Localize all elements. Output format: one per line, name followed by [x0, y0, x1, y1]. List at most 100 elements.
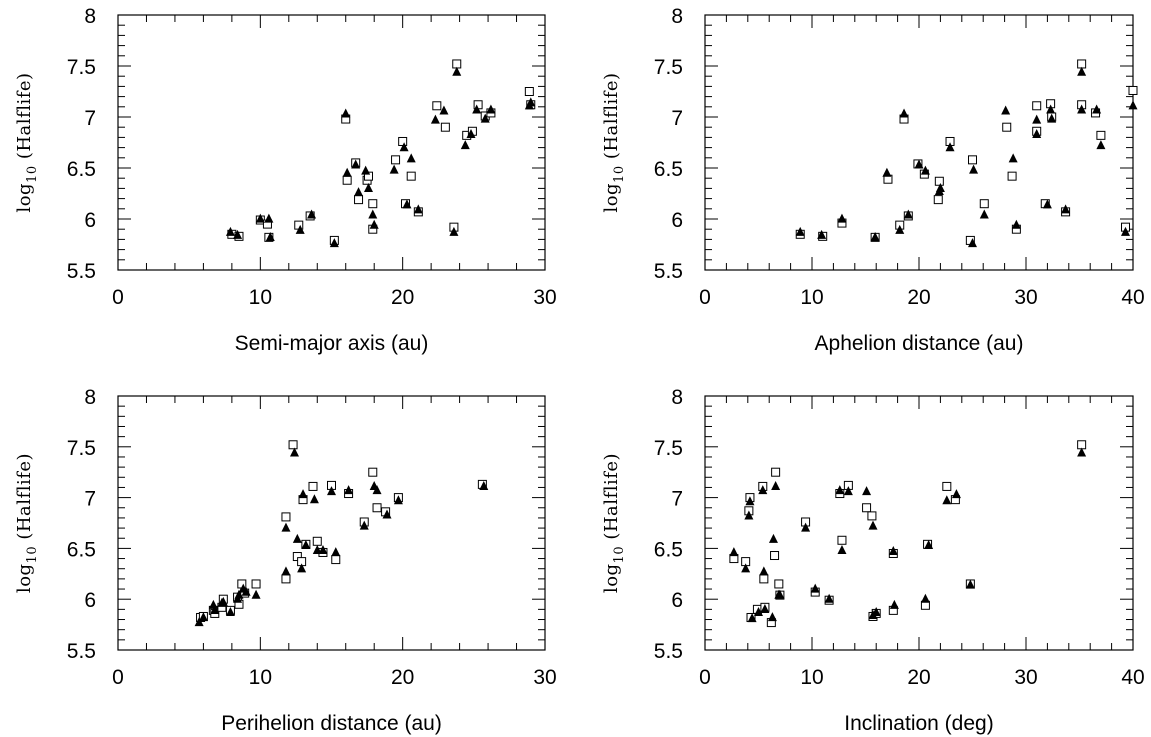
filled-triangle-point [888, 546, 898, 556]
y-tick-label: 7 [84, 488, 96, 511]
plot-frame [704, 14, 1134, 271]
filled-triangle-point [354, 187, 364, 197]
x-tick-label: 0 [699, 286, 711, 309]
filled-triangle-point [871, 607, 881, 617]
filled-triangle-point [801, 522, 811, 532]
open-square-point [933, 195, 943, 205]
open-square-point [281, 512, 291, 522]
panel-inclination: 0 10 20 30 40 5.5 6 6.5 7 7.5 8 Inclination (deg) lo… [601, 386, 1145, 735]
y-tick-label: 8 [84, 386, 96, 409]
y-axis-label-base: log [14, 183, 35, 213]
open-square-point [251, 579, 261, 589]
open-square-point [934, 176, 944, 186]
x-tick-label: 10 [800, 666, 823, 689]
filled-triangle-point [1121, 226, 1131, 236]
filled-triangle-point [1096, 140, 1106, 150]
filled-triangle-point [965, 579, 975, 589]
filled-triangle-point [810, 583, 820, 593]
y-axis-label-subscript: 10 [612, 546, 627, 564]
filled-triangle-point [309, 494, 319, 504]
filled-triangle-point [1032, 128, 1042, 138]
filled-triangle-point [449, 226, 459, 236]
filled-triangle-point [951, 489, 961, 499]
y-tick-label: 8 [84, 5, 96, 28]
open-square-point [354, 195, 364, 205]
filled-triangle-point [281, 522, 291, 532]
filled-triangle-point [843, 486, 853, 496]
filled-triangle-point [870, 231, 880, 241]
open-square-point [867, 511, 877, 521]
open-square-point [524, 87, 534, 96]
y-tick-label: 8 [671, 5, 683, 28]
y-axis-label: log10 (Halflife) [14, 72, 40, 212]
y-axis-label-subscript: 10 [25, 546, 40, 564]
y-tick-label: 5.5 [654, 260, 683, 283]
open-square-point [308, 481, 318, 491]
y-tick-label: 5.5 [654, 640, 683, 663]
open-square-point [1096, 130, 1106, 140]
filled-triangle-point [406, 153, 416, 163]
filled-triangle-point [868, 520, 878, 530]
filled-triangle-point [399, 142, 409, 152]
open-square-point [862, 503, 872, 513]
filled-triangle-point [364, 183, 374, 192]
filled-triangle-point [297, 563, 307, 573]
filled-triangle-point [327, 486, 336, 496]
open-square-point [1032, 101, 1042, 111]
filled-triangle-point [1046, 104, 1056, 114]
y-axis-label: log10 (Halflife) [601, 453, 627, 593]
filled-triangle-point [835, 485, 845, 495]
filled-triangle-point [942, 495, 952, 505]
filled-triangle-point [234, 589, 244, 599]
filled-triangle-point [344, 485, 354, 495]
x-tick-label: 20 [391, 666, 414, 689]
filled-triangle-point [264, 213, 274, 223]
y-tick-label: 6.5 [654, 158, 683, 181]
x-tick-label: 20 [907, 666, 930, 689]
filled-triangle-point [837, 213, 847, 223]
filled-triangle-point [1077, 104, 1087, 114]
filled-triangle-point [342, 167, 352, 177]
filled-triangle-point [774, 589, 784, 599]
x-tick-label: 0 [112, 666, 124, 689]
filled-triangle-point [312, 545, 322, 555]
y-tick-label: 6 [671, 209, 683, 232]
y-tick-label: 6 [84, 589, 96, 612]
filled-triangle-point [895, 224, 905, 234]
open-square-point [398, 136, 408, 146]
filled-triangle-point [824, 593, 834, 603]
filled-triangle-point [472, 104, 482, 114]
y-axis-label-rest: (Halflife) [14, 72, 35, 165]
filled-triangle-point [889, 599, 899, 609]
y-tick-label: 6 [84, 209, 96, 232]
x-tick-label: 20 [907, 286, 930, 309]
filled-triangle-point [924, 539, 934, 549]
filled-triangle-point [351, 159, 361, 169]
filled-triangle-point [1008, 153, 1018, 163]
filled-triangle-point [1092, 104, 1102, 114]
filled-triangle-point [920, 593, 930, 603]
filled-triangle-point [439, 105, 449, 115]
x-tick-label: 30 [533, 286, 556, 309]
open-square-point [372, 503, 382, 513]
open-square-point [440, 122, 450, 132]
filled-triangle-point [289, 447, 299, 457]
open-square-point [391, 155, 401, 165]
y-tick-label: 7.5 [654, 437, 683, 460]
filled-triangle-point [526, 97, 536, 107]
open-square-point [432, 101, 442, 111]
open-square-point [368, 199, 378, 209]
filled-triangle-point [295, 224, 305, 234]
filled-triangle-point [298, 489, 308, 499]
filled-triangle-point [329, 238, 339, 248]
y-tick-label: 6 [671, 589, 683, 612]
filled-triangle-point [729, 547, 739, 557]
filled-triangle-point [361, 165, 371, 175]
filled-triangle-point [1077, 447, 1087, 457]
open-square-point [968, 155, 977, 165]
open-square-point [1128, 85, 1138, 95]
filled-triangle-point [460, 140, 470, 150]
filled-triangle-point [368, 209, 378, 219]
y-axis-label-base: log [601, 563, 622, 593]
